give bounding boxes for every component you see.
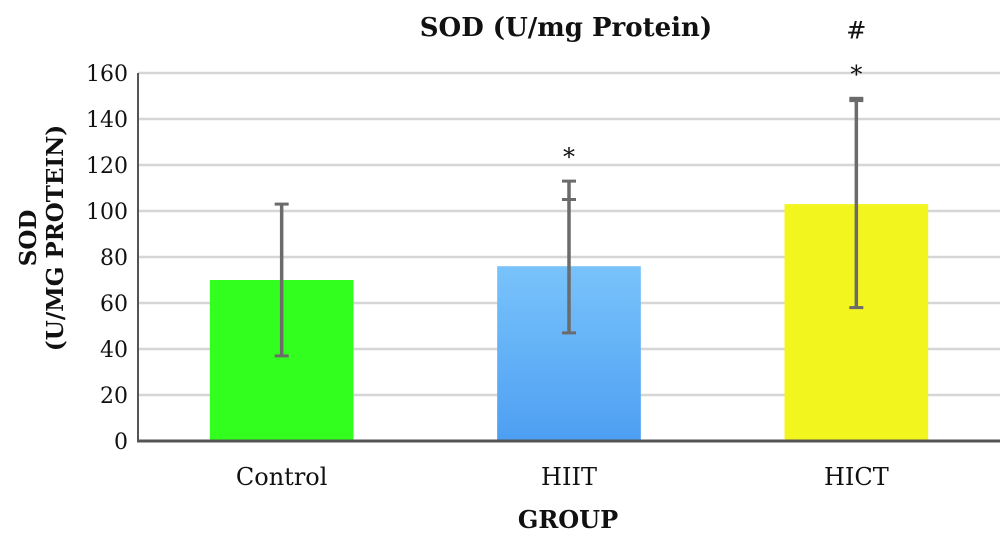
y-tick-label: 0 (114, 430, 128, 455)
y-tick-label: 40 (100, 338, 128, 363)
y-tick-label: 120 (86, 154, 128, 179)
y-tick-label: 160 (86, 62, 128, 87)
y-tick-label: 140 (86, 108, 128, 133)
bars (209, 204, 929, 441)
x-axis-categories: Control HIIT HICT (236, 463, 889, 491)
y-tick-label: 20 (100, 384, 128, 409)
y-axis-ticks: 0 20 40 60 80 100 120 140 160 (86, 62, 128, 455)
y-tick-label: 60 (100, 292, 128, 317)
y-axis-label: SOD (U/MG PROTEIN) (15, 125, 69, 351)
x-tick-label: Control (236, 463, 328, 491)
x-tick-label: HIIT (541, 463, 597, 491)
x-tick-label: HICT (824, 463, 889, 491)
significance-annotations: * # * (563, 16, 866, 171)
y-tick-label: 80 (100, 246, 128, 271)
x-axis-label: GROUP (518, 505, 618, 534)
significance-mark: # (846, 16, 866, 44)
significance-mark: * (850, 60, 862, 88)
significance-mark: * (563, 143, 575, 171)
y-axis-label-line-2: (U/MG PROTEIN) (42, 125, 69, 351)
chart-title: SOD (U/mg Protein) (420, 13, 712, 43)
y-axis-label-line-1: SOD (15, 210, 42, 267)
error-bars (274, 96, 864, 358)
y-tick-label: 100 (86, 200, 128, 225)
